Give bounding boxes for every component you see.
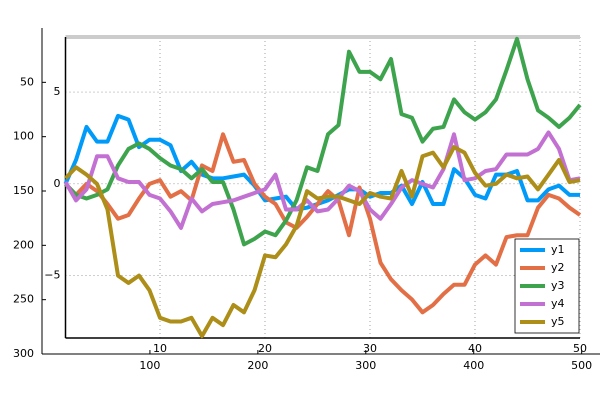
series-line (63, 113, 580, 212)
x-tick-label: 10 (153, 342, 167, 355)
legend-label: y2 (551, 261, 565, 274)
y2-tick-label: 200 (13, 238, 34, 251)
legend-label: y5 (551, 315, 565, 328)
x-tick-label: 20 (258, 342, 272, 355)
y-tick-label: −5 (44, 269, 60, 282)
x2-tick-label: 100 (139, 359, 160, 372)
x-tick-label: 50 (573, 342, 587, 355)
series-line (64, 145, 581, 339)
x2-tick-label: 400 (463, 359, 484, 372)
x-tick-label: 40 (468, 342, 482, 355)
legend: y1 y2 y3 y4 y5 (514, 238, 580, 334)
legend-label: y1 (551, 243, 565, 256)
series-line (63, 130, 581, 230)
y2-tick-label: 150 (13, 184, 34, 197)
series-line (64, 36, 582, 247)
legend-label: y4 (551, 297, 565, 310)
y2-tick-label: 50 (20, 75, 34, 88)
y2-tick-label: 250 (13, 293, 34, 306)
plot-area (65, 37, 580, 338)
x2-tick-label: 300 (355, 359, 376, 372)
x2-tick-label: 500 (571, 359, 592, 372)
legend-label: y3 (551, 279, 565, 292)
x2-tick-label: 200 (247, 359, 268, 372)
y2-tick-label: 300 (13, 347, 34, 360)
x-tick-label: 30 (363, 342, 377, 355)
y-tick-label: 5 (54, 85, 61, 98)
y2-tick-label: 100 (13, 130, 34, 143)
y-tick-label: 0 (54, 177, 61, 190)
